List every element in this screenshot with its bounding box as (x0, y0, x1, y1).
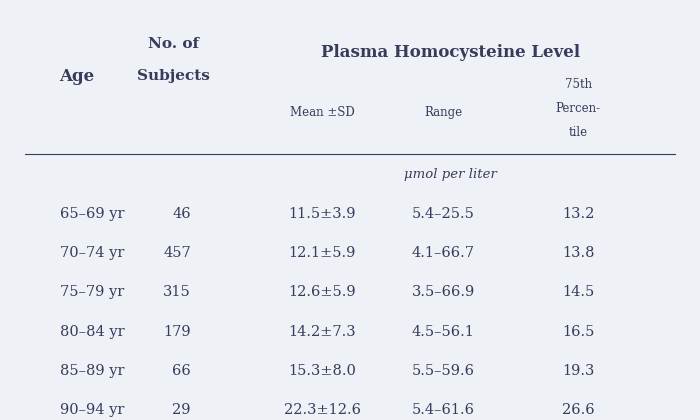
Text: 80–84 yr: 80–84 yr (60, 325, 124, 339)
Text: 4.1–66.7: 4.1–66.7 (412, 246, 475, 260)
Text: 46: 46 (172, 207, 191, 221)
Text: 14.2±7.3: 14.2±7.3 (288, 325, 356, 339)
Text: 15.3±8.0: 15.3±8.0 (288, 364, 356, 378)
Text: 13.2: 13.2 (562, 207, 594, 221)
Text: 16.5: 16.5 (562, 325, 594, 339)
Text: Mean ±SD: Mean ±SD (290, 105, 355, 118)
Text: 13.8: 13.8 (562, 246, 594, 260)
Text: 19.3: 19.3 (562, 364, 594, 378)
Text: Subjects: Subjects (137, 69, 210, 83)
Text: No. of: No. of (148, 37, 200, 51)
Text: Range: Range (424, 105, 463, 118)
Text: 70–74 yr: 70–74 yr (60, 246, 124, 260)
Text: 3.5–66.9: 3.5–66.9 (412, 286, 475, 299)
Text: Age: Age (60, 68, 94, 85)
Text: tile: tile (568, 126, 588, 139)
Text: 26.6: 26.6 (562, 403, 594, 417)
Text: 75th: 75th (565, 78, 592, 91)
Text: 14.5: 14.5 (562, 286, 594, 299)
Text: 5.4–25.5: 5.4–25.5 (412, 207, 475, 221)
Text: 5.5–59.6: 5.5–59.6 (412, 364, 475, 378)
Text: μmol per liter: μmol per liter (404, 168, 497, 181)
Text: 22.3±12.6: 22.3±12.6 (284, 403, 360, 417)
Text: 85–89 yr: 85–89 yr (60, 364, 124, 378)
Text: Percen-: Percen- (556, 102, 601, 115)
Text: 4.5–56.1: 4.5–56.1 (412, 325, 475, 339)
Text: 66: 66 (172, 364, 191, 378)
Text: 12.6±5.9: 12.6±5.9 (288, 286, 356, 299)
Text: 12.1±5.9: 12.1±5.9 (288, 246, 356, 260)
Text: Plasma Homocysteine Level: Plasma Homocysteine Level (321, 44, 580, 60)
Text: 457: 457 (163, 246, 191, 260)
Text: 179: 179 (163, 325, 191, 339)
Text: 29: 29 (172, 403, 191, 417)
Text: 90–94 yr: 90–94 yr (60, 403, 124, 417)
Text: 75–79 yr: 75–79 yr (60, 286, 124, 299)
Text: 5.4–61.6: 5.4–61.6 (412, 403, 475, 417)
Text: 65–69 yr: 65–69 yr (60, 207, 124, 221)
Text: 315: 315 (163, 286, 191, 299)
Text: 11.5±3.9: 11.5±3.9 (288, 207, 356, 221)
